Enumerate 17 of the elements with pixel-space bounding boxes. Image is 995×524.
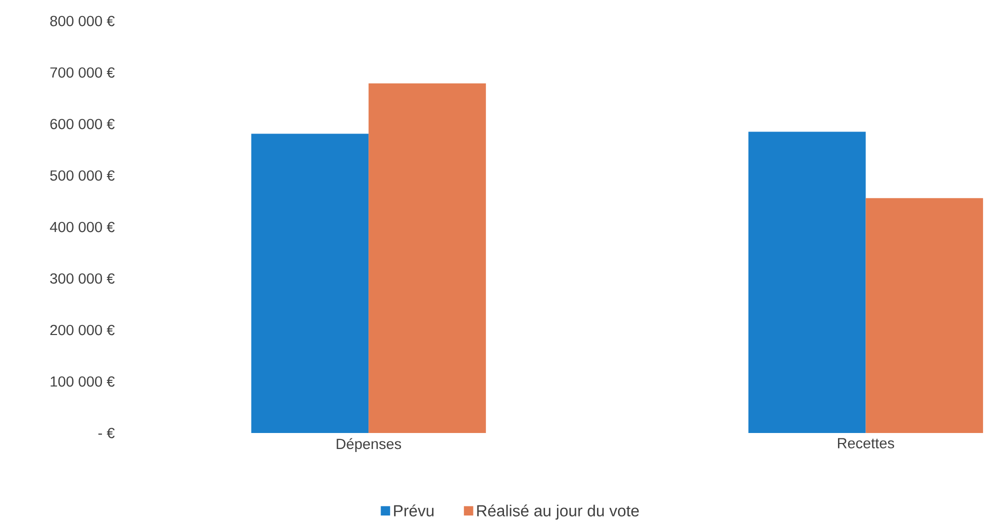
y-tick-label: 700 000 € bbox=[50, 67, 115, 78]
y-tick-label: 800 000 € bbox=[50, 16, 115, 26]
y-tick-label: 100 000 € bbox=[50, 376, 115, 387]
legend-label: Réalisé au jour du vote bbox=[477, 504, 639, 520]
bar bbox=[866, 198, 984, 434]
x-tick-label: Dépenses bbox=[336, 438, 402, 452]
legend-label: Prévu bbox=[394, 504, 434, 517]
y-tick-label: 400 000 € bbox=[50, 222, 115, 232]
y-tick-label: 300 000 € bbox=[50, 273, 115, 284]
y-tick-label: 200 000 € bbox=[50, 324, 115, 336]
y-tick-label: 600 000 € bbox=[50, 118, 115, 130]
y-tick-label: 500 000 € bbox=[50, 170, 115, 181]
bar bbox=[251, 134, 369, 434]
bar bbox=[748, 132, 866, 434]
x-tick-label: Recettes bbox=[838, 438, 894, 448]
bar bbox=[368, 83, 486, 434]
y-tick-label: - € bbox=[98, 428, 115, 438]
